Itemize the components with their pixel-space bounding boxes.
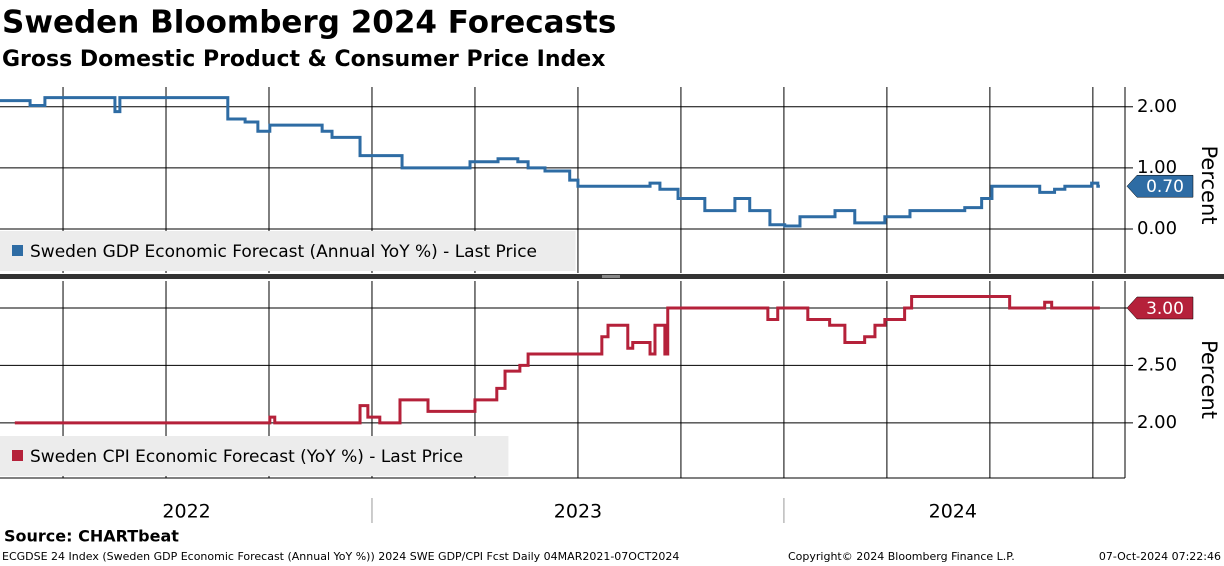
source: Source: CHARTbeat — [4, 527, 179, 546]
footer-left: ECGDSE 24 Index (Sweden GDP Economic For… — [2, 550, 679, 563]
divider-handle — [602, 275, 620, 278]
last-value-tag — [1126, 296, 1194, 320]
legend-box — [0, 231, 576, 271]
last-value-label: 3.00 — [1146, 299, 1184, 319]
y-tick-label: 2.00 — [1137, 412, 1177, 433]
y-tick-label: 2.00 — [1137, 96, 1177, 117]
x-tick-label: 2022 — [162, 501, 210, 523]
legend-box — [0, 436, 509, 476]
legend-label: Sweden GDP Economic Forecast (Annual YoY… — [30, 242, 537, 262]
legend-swatch — [12, 450, 23, 461]
x-tick-label: 2023 — [554, 501, 602, 523]
y-tick-label: 2.50 — [1137, 354, 1177, 375]
timestamp: 07-Oct-2024 07:22:46 — [1099, 550, 1221, 563]
y-tick-label: 1.00 — [1137, 157, 1177, 178]
chart-title: Sweden Bloomberg 2024 Forecasts — [2, 5, 616, 41]
y-tick-label: 0.00 — [1137, 218, 1177, 239]
chart-subtitle: Gross Domestic Product & Consumer Price … — [2, 47, 605, 72]
legend-swatch — [12, 245, 23, 256]
last-value-tag — [1126, 174, 1194, 198]
copyright: Copyright© 2024 Bloomberg Finance L.P. — [788, 550, 1015, 563]
y-axis-label: Percent — [1197, 340, 1221, 419]
legend-label: Sweden CPI Economic Forecast (YoY %) - L… — [30, 447, 463, 467]
x-tick-label: 2024 — [929, 501, 977, 523]
data-line — [0, 96, 1100, 228]
y-axis-label: Percent — [1197, 145, 1221, 224]
last-value-label: 0.70 — [1146, 177, 1184, 197]
data-line — [14, 295, 1100, 425]
